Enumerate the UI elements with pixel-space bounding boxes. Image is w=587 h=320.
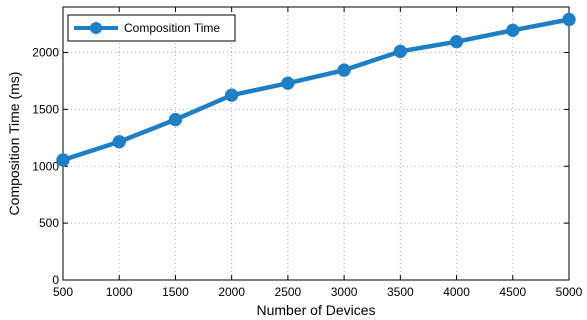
data-point xyxy=(506,23,520,38)
series-line xyxy=(62,17,570,163)
y-tick-label: 500 xyxy=(39,216,59,230)
data-point xyxy=(393,44,408,59)
grid-lines xyxy=(63,7,569,280)
x-tick-label: 4000 xyxy=(443,285,470,299)
data-point xyxy=(562,12,576,27)
plot-frame xyxy=(62,6,570,281)
data-point xyxy=(337,63,351,77)
legend: Composition Time xyxy=(67,14,236,42)
x-tick-label: 1000 xyxy=(106,285,133,299)
data-point xyxy=(224,88,239,102)
axis-ticks: 500 1000 1500 2000 2500 3000 3500 4000 4500 5000 0… xyxy=(32,7,583,299)
y-tick-label: 1500 xyxy=(32,102,59,116)
x-tick-label: 1500 xyxy=(162,285,189,299)
x-tick-label: 5000 xyxy=(556,285,583,299)
data-point xyxy=(168,112,183,127)
y-axis-title: Composition Time (ms) xyxy=(6,72,22,216)
legend-marker xyxy=(90,22,102,34)
legend-label: Composition Time xyxy=(124,21,220,35)
x-tick-label: 500 xyxy=(53,285,73,299)
data-point xyxy=(112,135,126,149)
x-axis-title: Number of Devices xyxy=(256,302,375,318)
x-tick-label: 3000 xyxy=(331,285,358,299)
y-tick-label: 2000 xyxy=(32,46,59,60)
data-point xyxy=(281,76,295,90)
x-tick-label: 2000 xyxy=(218,285,245,299)
data-point xyxy=(56,153,70,167)
y-tick-label: 1000 xyxy=(32,159,59,173)
data-point xyxy=(449,34,464,49)
x-tick-label: 4500 xyxy=(499,285,526,299)
series-layer xyxy=(56,12,576,167)
x-tick-label: 3500 xyxy=(387,285,414,299)
y-tick-label: 0 xyxy=(52,273,59,287)
x-tick-label: 2500 xyxy=(275,285,302,299)
